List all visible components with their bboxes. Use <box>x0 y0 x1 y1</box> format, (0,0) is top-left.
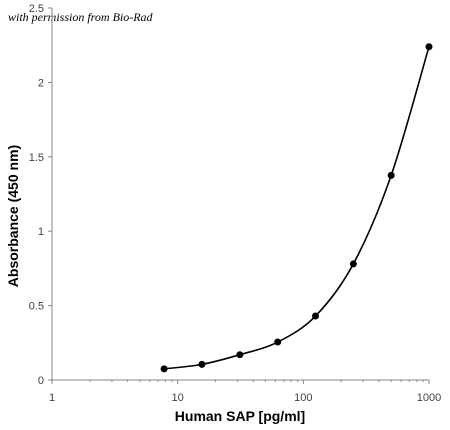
y-tick-label: 2 <box>38 77 44 89</box>
x-tick-label: 1 <box>49 392 55 404</box>
data-point <box>198 360 206 368</box>
data-point <box>387 171 395 179</box>
data-point <box>312 312 320 320</box>
y-tick-label: 0.5 <box>29 301 44 313</box>
x-axis-title: Human SAP [pg/ml] <box>175 408 305 424</box>
x-tick-label: 1000 <box>417 392 441 404</box>
x-tick-label: 10 <box>172 392 184 404</box>
fit-curve <box>164 46 430 370</box>
data-point <box>274 338 282 346</box>
data-point <box>236 351 244 359</box>
x-tick-label: 100 <box>294 392 312 404</box>
data-point <box>425 43 433 51</box>
y-tick-label: 0 <box>38 375 44 387</box>
y-axis-title: Absorbance (450 nm) <box>5 145 21 287</box>
x-axis-ticks: 1 10 100 1000 <box>49 380 441 404</box>
data-points <box>160 43 433 373</box>
data-point <box>349 260 357 268</box>
data-point <box>160 365 168 373</box>
y-axis-ticks: 0 0.5 1 1.5 2 2.5 <box>29 3 52 387</box>
axes <box>51 8 429 381</box>
y-tick-label: 2.5 <box>29 3 44 15</box>
permission-annotation: with permission from Bio-Rad <box>8 10 154 24</box>
y-tick-label: 1 <box>38 226 44 238</box>
y-tick-label: 1.5 <box>29 152 44 164</box>
